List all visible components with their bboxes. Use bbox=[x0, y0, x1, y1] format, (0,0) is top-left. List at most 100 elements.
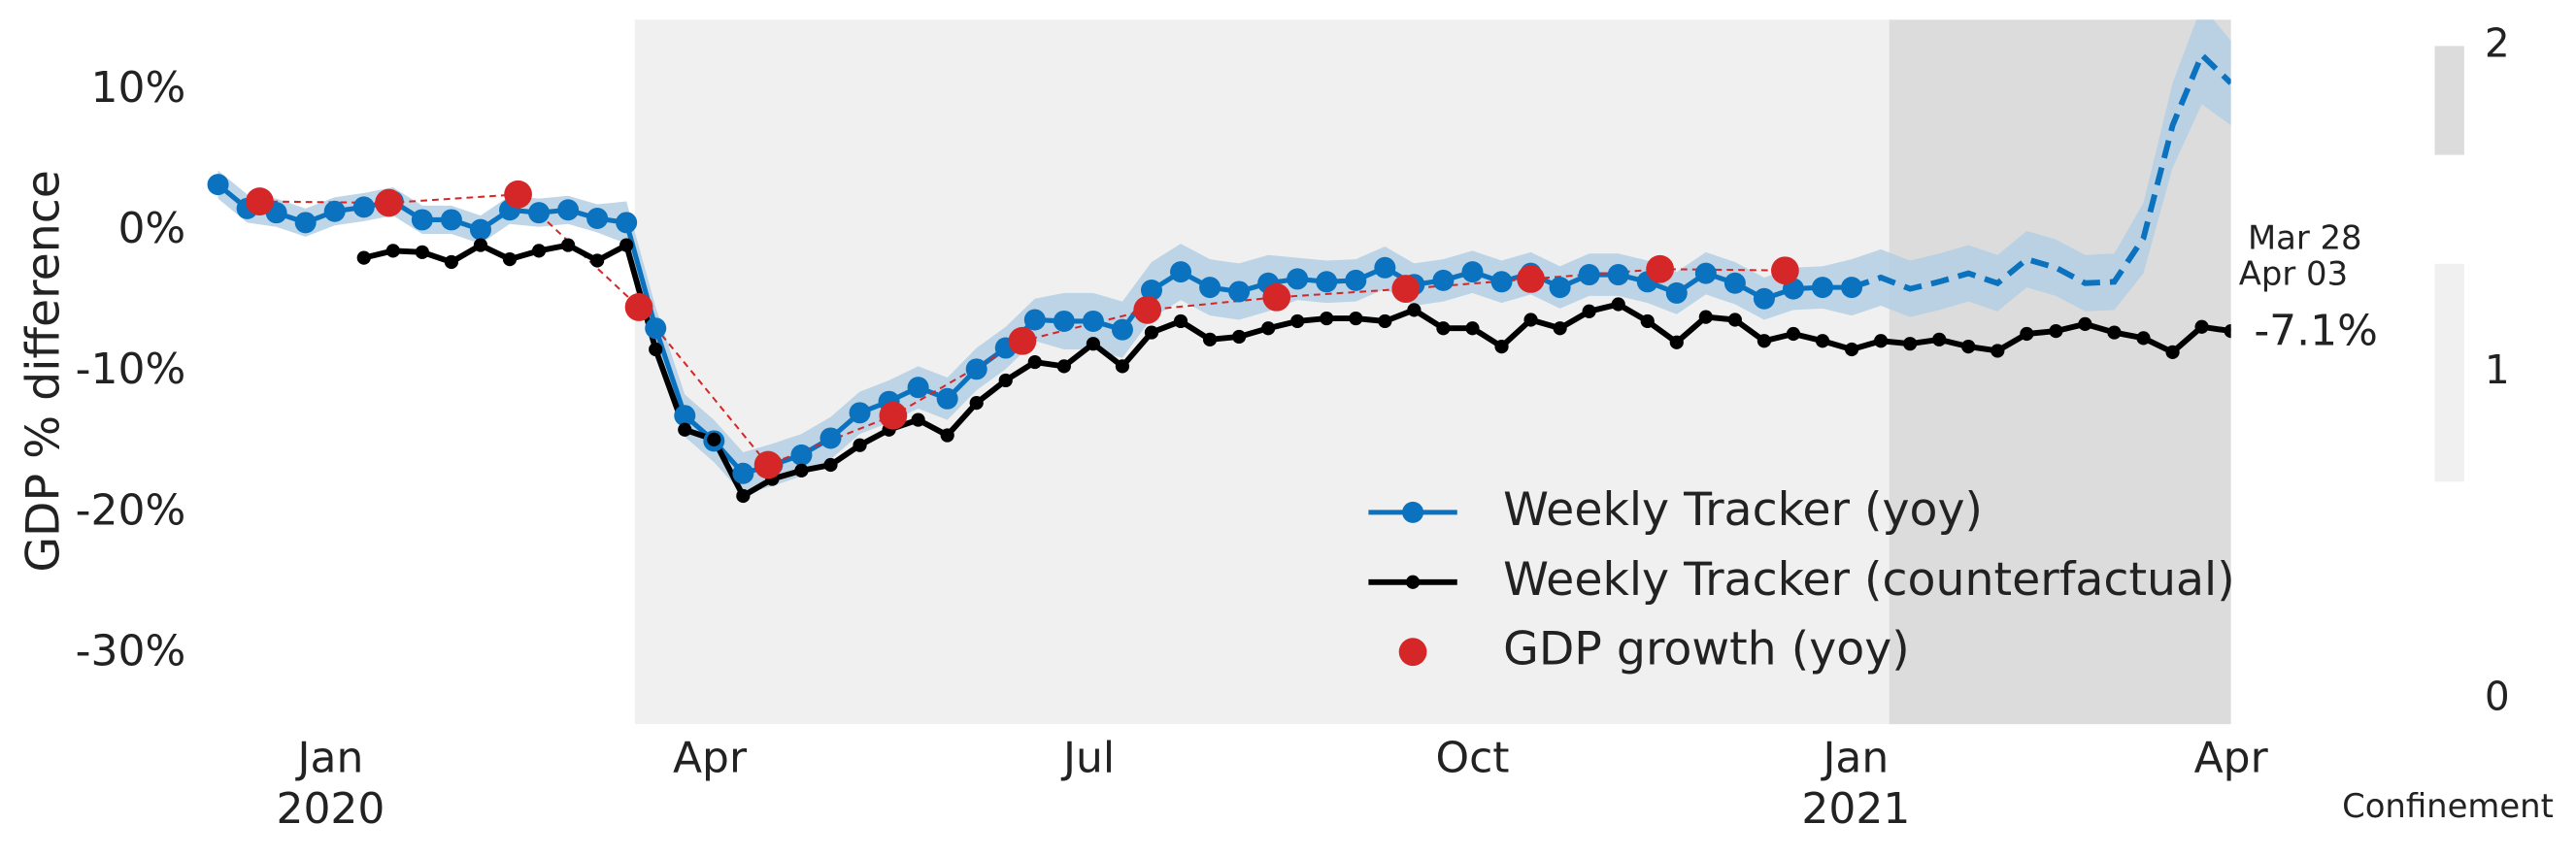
counterfactual-point bbox=[473, 238, 488, 252]
gdp-point bbox=[1391, 275, 1421, 303]
counterfactual-point bbox=[1727, 313, 1742, 327]
confinement-period bbox=[634, 19, 1890, 725]
counterfactual-point bbox=[1903, 337, 1918, 351]
counterfactual-point bbox=[502, 251, 518, 267]
tracker-point bbox=[674, 405, 696, 427]
counterfactual-point bbox=[1669, 335, 1684, 349]
x-year-label: 2021 bbox=[1801, 784, 1910, 834]
plot-area bbox=[207, 19, 2231, 504]
counterfactual-point bbox=[969, 396, 984, 411]
tracker-point bbox=[1607, 264, 1629, 286]
gdp-point bbox=[1517, 265, 1545, 293]
counterfactual-point bbox=[1815, 334, 1830, 348]
counterfactual-point bbox=[2078, 316, 2092, 331]
tracker-point bbox=[1023, 309, 1046, 331]
gdp-point bbox=[1008, 326, 1037, 355]
counterfactual-point bbox=[1874, 334, 1889, 348]
counterfactual-point bbox=[1844, 342, 1859, 357]
colorbar-tick-label: 2 bbox=[2485, 19, 2510, 66]
legend-label: GDP growth (yoy) bbox=[1503, 623, 1910, 676]
tracker-point bbox=[207, 174, 229, 196]
counterfactual-point bbox=[531, 244, 547, 258]
counterfactual-point bbox=[2224, 324, 2231, 339]
x-tick-label: Oct bbox=[1435, 733, 1509, 782]
y-tick-label: 0% bbox=[117, 204, 185, 253]
gdp-point bbox=[375, 188, 403, 217]
tracker-point bbox=[936, 387, 958, 410]
counterfactual-point bbox=[1553, 321, 1567, 336]
counterfactual-point bbox=[823, 457, 838, 473]
forecast-line bbox=[1851, 49, 2231, 292]
tracker-point bbox=[907, 377, 929, 399]
counterfactual-point bbox=[1582, 304, 1596, 318]
tracker-point bbox=[1578, 264, 1600, 286]
counterfactual-point bbox=[707, 432, 721, 446]
counterfactual-point bbox=[940, 428, 954, 443]
counterfactual-point bbox=[2165, 345, 2180, 359]
x-year-label: 2020 bbox=[276, 784, 385, 834]
tracker-point bbox=[1694, 262, 1717, 284]
counterfactual-point bbox=[736, 488, 751, 504]
counterfactual-point bbox=[1173, 313, 1188, 329]
tracker-point bbox=[1665, 281, 1688, 304]
counterfactual-point bbox=[1349, 311, 1363, 326]
counterfactual-point bbox=[444, 254, 459, 270]
y-axis-label: GDP % difference bbox=[17, 170, 70, 573]
tracker-point bbox=[440, 209, 462, 231]
counterfactual-point bbox=[678, 422, 692, 437]
x-tick-label: Jul bbox=[1060, 733, 1115, 782]
tracker-point bbox=[323, 200, 346, 222]
y-tick-label: 10% bbox=[91, 63, 186, 113]
x-tick-label: Apr bbox=[2194, 733, 2269, 782]
counterfactual-point bbox=[1115, 359, 1130, 374]
tracker-point bbox=[1345, 269, 1367, 291]
counterfactual-point bbox=[1961, 339, 1976, 354]
counterfactual-point bbox=[1320, 311, 1334, 326]
tracker-point bbox=[1170, 261, 1192, 283]
tracker-point bbox=[294, 212, 317, 234]
tracker-point bbox=[1461, 261, 1484, 283]
counterfactual-point bbox=[415, 245, 429, 259]
legend-marker bbox=[1405, 575, 1421, 589]
counterfactual-point bbox=[385, 244, 400, 258]
counterfactual-point bbox=[2049, 324, 2063, 339]
tracker-point bbox=[616, 212, 638, 234]
tracker-point bbox=[557, 199, 580, 221]
tracker-point bbox=[1490, 271, 1513, 293]
gdp-point bbox=[879, 401, 908, 430]
counterfactual-point bbox=[2194, 319, 2209, 334]
counterfactual-point bbox=[1611, 297, 1625, 312]
counterfactual-point bbox=[1261, 321, 1276, 336]
tracker-point bbox=[1287, 268, 1309, 290]
legend-label: Weekly Tracker (counterfactual) bbox=[1503, 553, 2235, 607]
counterfactual-point bbox=[1756, 334, 1772, 348]
counterfactual-point bbox=[1202, 332, 1218, 346]
tracker-point bbox=[411, 209, 433, 231]
tracker-point bbox=[1432, 269, 1455, 291]
counterfactual-point bbox=[2020, 326, 2034, 342]
tracker-point bbox=[849, 402, 871, 424]
annotation: -7.1% bbox=[2254, 306, 2378, 355]
confinement-shading bbox=[634, 19, 2231, 725]
colorbar-tick-label: 1 bbox=[2485, 346, 2510, 393]
tracker-point bbox=[790, 444, 813, 466]
gdp-point bbox=[1133, 295, 1162, 324]
y-tick-label: -20% bbox=[76, 485, 186, 535]
tracker-point bbox=[1082, 310, 1104, 332]
counterfactual-point bbox=[356, 250, 371, 265]
tracker-point bbox=[528, 202, 551, 224]
counterfactual-point bbox=[1465, 321, 1480, 336]
counterfactual-point bbox=[1290, 313, 1305, 329]
counterfactual-point bbox=[1378, 313, 1392, 329]
counterfactual-point bbox=[794, 463, 809, 478]
tracker-point bbox=[1316, 271, 1338, 293]
tracker-point bbox=[1053, 310, 1075, 332]
y-tick-label: -30% bbox=[76, 627, 186, 676]
counterfactual-point bbox=[1232, 329, 1247, 345]
tracker-point bbox=[469, 218, 491, 241]
annotation: Apr 03 bbox=[2239, 255, 2348, 293]
tracker-point bbox=[1549, 277, 1571, 299]
tracker-point bbox=[1111, 318, 1133, 341]
counterfactual-point bbox=[619, 238, 634, 252]
